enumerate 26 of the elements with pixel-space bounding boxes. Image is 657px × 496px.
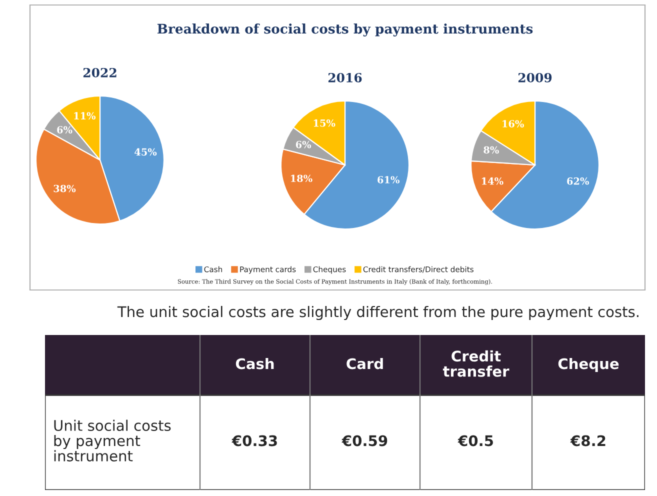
chart-title: 2016: [328, 72, 362, 82]
data-label: 16%: [502, 120, 524, 128]
data-label: 14%: [482, 177, 504, 185]
category-label: Credit transfer: [442, 350, 510, 377]
data-label: 11%: [74, 112, 96, 120]
data-label: 45%: [134, 148, 157, 156]
chart-title: 2022: [83, 68, 116, 78]
text: The unit social costs are slightly different from the pure payment costs.: [117, 306, 638, 320]
category-label: Cheque: [558, 358, 619, 372]
data-label: 6%: [57, 126, 72, 134]
data-label: €0.5: [458, 435, 493, 446]
text: Breakdown of social costs by payment instruments: [157, 24, 533, 36]
data-label: 61%: [378, 176, 400, 184]
category-label: Cash: [236, 358, 274, 370]
data-label: 18%: [290, 174, 312, 182]
chart-title: 2009: [518, 72, 552, 82]
text: Unit social costs by payment instrument: [54, 420, 171, 462]
data-label: 15%: [314, 119, 336, 127]
category-label: Card: [346, 358, 383, 370]
data-label: €0.59: [342, 435, 388, 446]
data-label: 8%: [484, 146, 499, 154]
data-label: 38%: [54, 184, 76, 192]
data-label: 62%: [567, 177, 589, 185]
data-label: €0.33: [232, 435, 277, 446]
data-label: 6%: [296, 140, 312, 148]
data-label: €8.2: [570, 435, 606, 446]
